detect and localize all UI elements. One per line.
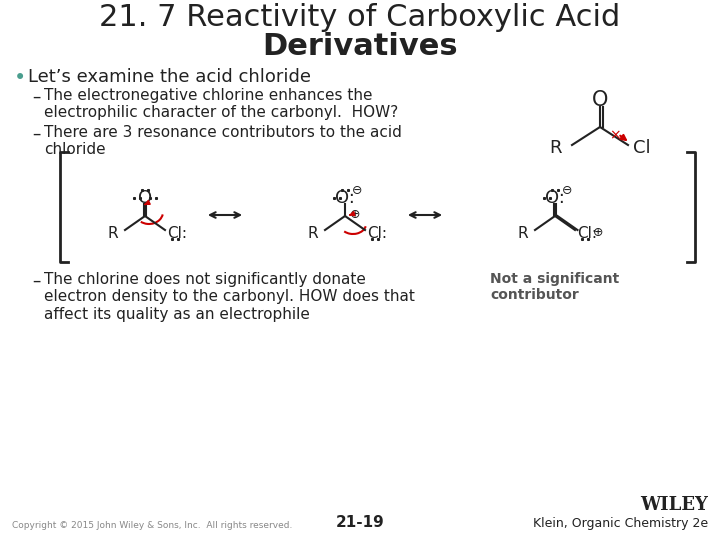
Text: O: O	[592, 90, 608, 110]
Text: Cl:: Cl:	[167, 226, 187, 241]
Text: Cl: Cl	[633, 139, 651, 157]
Text: The electronegative chlorine enhances the
electrophilic character of the carbony: The electronegative chlorine enhances th…	[44, 88, 398, 120]
Text: ⊕: ⊕	[593, 226, 603, 239]
Text: Copyright © 2015 John Wiley & Sons, Inc.  All rights reserved.: Copyright © 2015 John Wiley & Sons, Inc.…	[12, 521, 292, 530]
Text: R: R	[107, 226, 118, 240]
Text: 21-19: 21-19	[336, 515, 384, 530]
Text: R: R	[307, 226, 318, 240]
Text: 21. 7 Reactivity of Carboxylic Acid: 21. 7 Reactivity of Carboxylic Acid	[99, 3, 621, 32]
Text: R: R	[518, 226, 528, 240]
Text: Derivatives: Derivatives	[262, 32, 458, 61]
Text: O:: O:	[335, 189, 355, 207]
Text: ⊖: ⊖	[352, 184, 362, 197]
Text: Let’s examine the acid chloride: Let’s examine the acid chloride	[28, 68, 311, 86]
Text: There are 3 resonance contributors to the acid
chloride: There are 3 resonance contributors to th…	[44, 125, 402, 157]
Text: Klein, Organic Chemistry 2e: Klein, Organic Chemistry 2e	[533, 517, 708, 530]
Text: WILEY: WILEY	[640, 496, 708, 514]
Text: –: –	[32, 272, 40, 290]
Text: Cl:: Cl:	[577, 226, 597, 241]
Text: Cl:: Cl:	[367, 226, 387, 241]
Text: O:: O:	[545, 189, 565, 207]
Text: ×: ×	[609, 128, 621, 142]
Text: The chlorine does not significantly donate
electron density to the carbonyl. HOW: The chlorine does not significantly dona…	[44, 272, 415, 322]
Text: ⊕: ⊕	[350, 207, 361, 220]
Text: •: •	[14, 68, 26, 88]
Text: –: –	[32, 88, 40, 106]
Text: ⊖: ⊖	[562, 184, 572, 197]
Text: R: R	[549, 139, 562, 157]
Text: Not a significant
contributor: Not a significant contributor	[490, 272, 619, 302]
Text: O: O	[138, 189, 152, 207]
Text: –: –	[32, 125, 40, 143]
